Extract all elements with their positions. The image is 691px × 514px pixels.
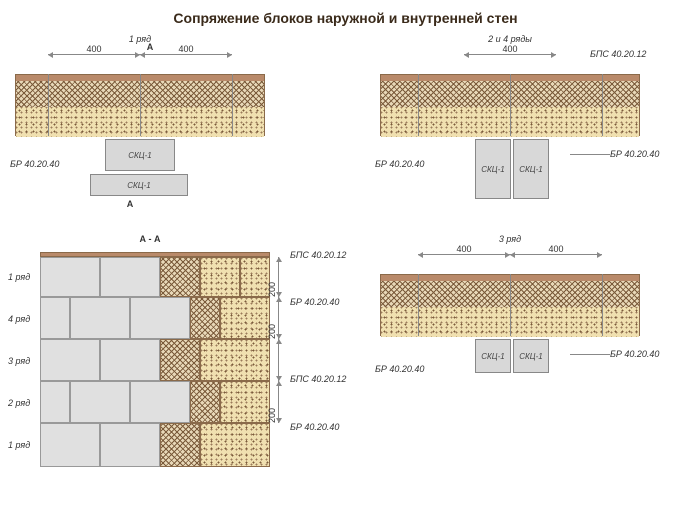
br-sec2: БР 40.20.40	[290, 422, 339, 432]
lead-br	[570, 354, 610, 355]
br-sec1: БР 40.20.40	[290, 297, 339, 307]
br-tr-right: БР 40.20.40	[610, 149, 659, 159]
b-3-0	[40, 381, 70, 423]
d200-2: 200	[267, 324, 277, 339]
b-1-1	[70, 297, 130, 339]
row1-side: 1 ряд	[8, 272, 30, 282]
vline-tr3	[602, 74, 603, 136]
skc-tr-1: СКЦ-1	[475, 139, 511, 199]
dimv-1	[278, 257, 279, 297]
dim-400-left	[48, 54, 140, 55]
dimv-3	[278, 339, 279, 381]
skc-tr-2: СКЦ-1	[513, 139, 549, 199]
h-2-2	[160, 339, 200, 381]
bps-sec1: БПС 40.20.12	[290, 250, 346, 260]
b-4-1	[100, 423, 160, 467]
dim-400-br-r	[510, 254, 602, 255]
lead-tr-r	[570, 154, 610, 155]
b-0-0	[40, 257, 100, 297]
label-aa: А - А	[140, 234, 161, 244]
row1-side-b: 1 ряд	[8, 440, 30, 450]
d-0-3	[200, 257, 240, 297]
br-tl: БР 40.20.40	[10, 159, 59, 169]
br-tr-left: БР 40.20.40	[375, 159, 424, 169]
h-3-3	[190, 381, 220, 423]
vline-br1	[418, 274, 419, 336]
dimv-4	[278, 381, 279, 423]
row4-side: 4 ряд	[8, 314, 30, 324]
b-3-1	[70, 381, 130, 423]
b-4-0	[40, 423, 100, 467]
diagram-canvas: 1 ряд А 400 400 СКЦ-1 СКЦ-1 А БР 40.20.4…	[10, 34, 681, 504]
skc-br-1: СКЦ-1	[475, 339, 511, 373]
br-br-right: БР 40.20.40	[610, 349, 659, 359]
bps-sec2: БПС 40.20.12	[290, 374, 346, 384]
h-1-3	[190, 297, 220, 339]
dim-400-tr	[464, 54, 556, 55]
b-2-0	[40, 339, 100, 381]
arrow-a-bot: А	[127, 199, 134, 209]
d-4-3	[200, 423, 270, 467]
dim-400-right-txt: 400	[178, 44, 193, 54]
b-0-1	[100, 257, 160, 297]
row2-side: 2 ряд	[8, 398, 30, 408]
vline-tl1	[48, 74, 49, 136]
vline-tl2	[140, 74, 141, 136]
d-1-4	[220, 297, 270, 339]
vline-tr2	[510, 74, 511, 136]
dim-400-right	[140, 54, 232, 55]
vline-tl3	[232, 74, 233, 136]
br-br-left: БР 40.20.40	[375, 364, 424, 374]
d-0-4	[240, 257, 270, 297]
vline-tr1	[418, 74, 419, 136]
skc-br-2: СКЦ-1	[513, 339, 549, 373]
dim-400-tr-txt: 400	[502, 44, 517, 54]
dim-400-left-txt: 400	[86, 44, 101, 54]
b-1-2	[130, 297, 190, 339]
dim-400-br-l-txt: 400	[456, 244, 471, 254]
skc-tl-2: СКЦ-1	[90, 174, 188, 196]
label-row3: 3 ряд	[499, 234, 521, 244]
d200-3: 200	[267, 408, 277, 423]
b-2-1	[100, 339, 160, 381]
d-3-4	[220, 381, 270, 423]
dim-400-br-l	[418, 254, 510, 255]
arrow-a-top: А	[147, 42, 154, 52]
vline-br2	[510, 274, 511, 336]
b-1-0	[40, 297, 70, 339]
d-2-3	[200, 339, 270, 381]
label-24: 2 и 4 ряды	[488, 34, 532, 44]
row3-side: 3 ряд	[8, 356, 30, 366]
bps-tr: БПС 40.20.12	[590, 49, 646, 59]
h-4-2	[160, 423, 200, 467]
d200-1: 200	[267, 282, 277, 297]
skc-tl-1: СКЦ-1	[105, 139, 175, 171]
dimv-2	[278, 297, 279, 339]
main-title: Сопряжение блоков наружной и внутренней …	[10, 10, 681, 26]
h-0-2	[160, 257, 200, 297]
dim-400-br-r-txt: 400	[548, 244, 563, 254]
vline-br3	[602, 274, 603, 336]
b-3-2	[130, 381, 190, 423]
